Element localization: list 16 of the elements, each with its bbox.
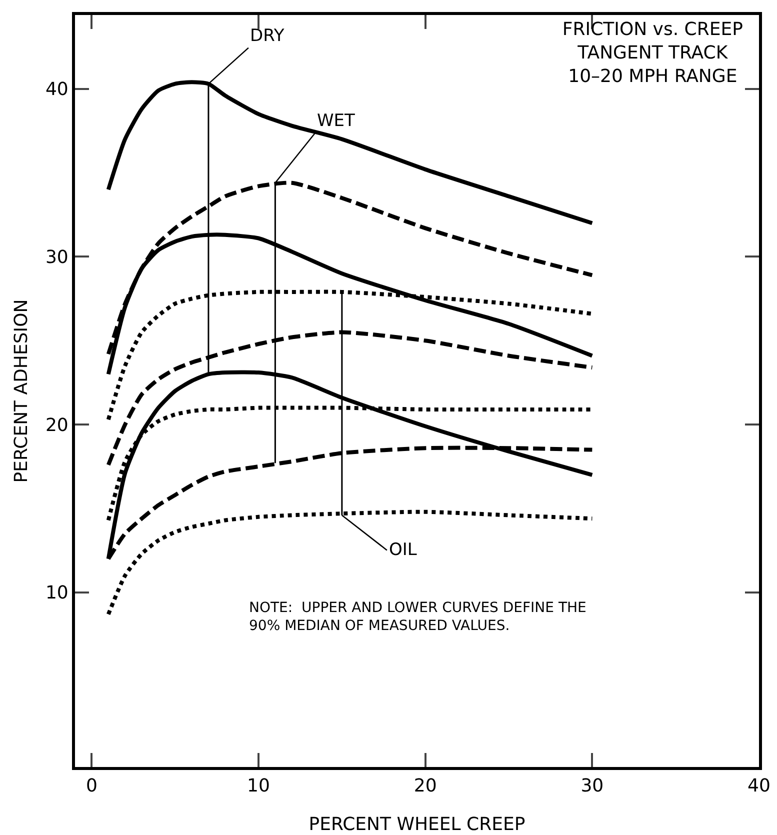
x-tick-label: 40 bbox=[748, 776, 770, 797]
y-axis-title: PERCENT ADHESION bbox=[11, 299, 32, 483]
annotation: DRY bbox=[250, 26, 285, 46]
annotation: OIL bbox=[389, 540, 418, 560]
y-tick-label: 30 bbox=[45, 247, 68, 268]
annotation: WET bbox=[317, 111, 356, 131]
x-tick-label: 20 bbox=[414, 776, 437, 797]
y-tick-label: 20 bbox=[45, 414, 68, 436]
annotation: NOTE: UPPER AND LOWER CURVES DEFINE THE 90% MEDIAN OF MEASURED VALUES. bbox=[249, 600, 586, 634]
text: FRICTION vs. CREEP TANGENT TRACK 10–20 MPH RANGE bbox=[562, 19, 744, 87]
y-tick-label: 40 bbox=[45, 79, 68, 100]
x-tick-label: 30 bbox=[580, 776, 604, 797]
y-tick-label: 10 bbox=[45, 582, 68, 604]
x-tick-label: 10 bbox=[247, 776, 270, 797]
x-axis-title: PERCENT WHEEL CREEP bbox=[308, 814, 526, 835]
x-tick-label: 0 bbox=[86, 776, 98, 797]
